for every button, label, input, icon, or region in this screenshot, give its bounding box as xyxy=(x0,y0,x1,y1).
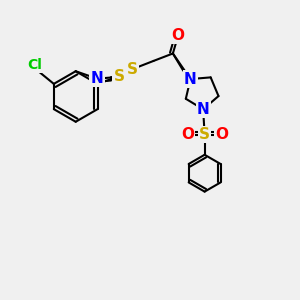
Text: S: S xyxy=(199,127,210,142)
Text: O: O xyxy=(215,127,228,142)
Text: O: O xyxy=(172,28,185,43)
Text: Cl: Cl xyxy=(28,58,43,72)
Text: O: O xyxy=(181,127,194,142)
Text: S: S xyxy=(127,62,138,77)
Text: Cl: Cl xyxy=(28,58,43,72)
Text: S: S xyxy=(127,62,138,77)
Text: S: S xyxy=(199,127,210,142)
Text: N: N xyxy=(184,72,197,87)
Text: N: N xyxy=(197,102,209,117)
Text: O: O xyxy=(215,127,228,142)
Text: N: N xyxy=(197,102,209,117)
Text: O: O xyxy=(172,28,185,43)
Text: N: N xyxy=(91,71,103,86)
Text: N: N xyxy=(184,72,197,87)
Text: S: S xyxy=(113,69,124,84)
Text: O: O xyxy=(181,127,194,142)
